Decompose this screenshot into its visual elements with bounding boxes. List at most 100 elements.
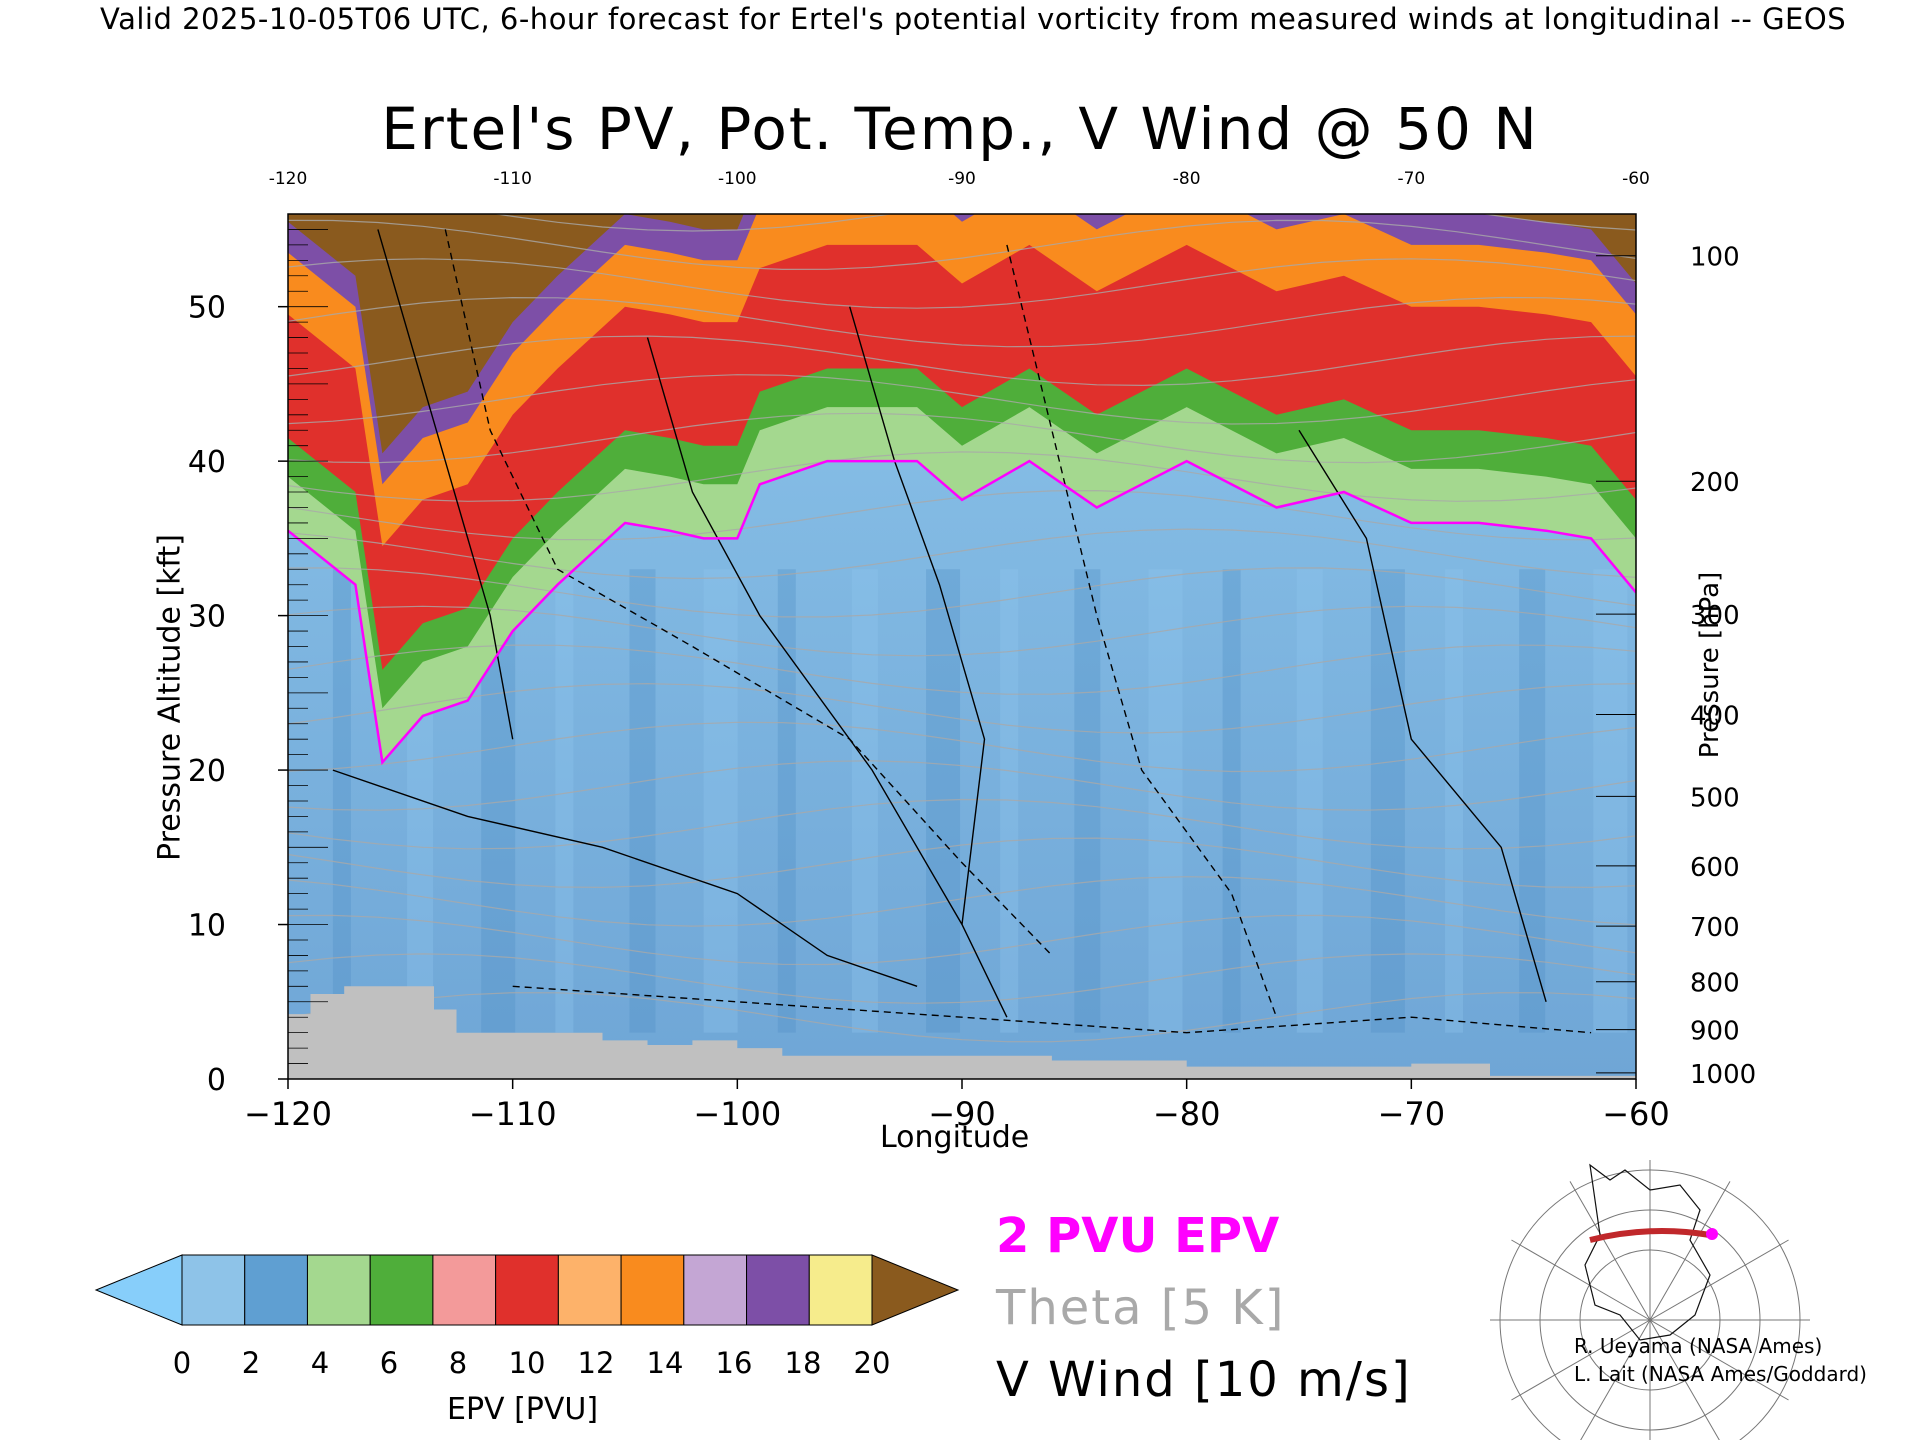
- pressure-tick-label: 500: [1690, 783, 1740, 813]
- pressure-tick-label: 300: [1690, 601, 1740, 631]
- pv-streak: [1593, 569, 1628, 1033]
- pv-streak: [851, 569, 878, 1033]
- colorbar-segment: [683, 1254, 748, 1326]
- x-tick-label: −100: [693, 1095, 781, 1133]
- location-map: [1490, 1160, 1810, 1440]
- map-meridian: [1649, 1319, 1789, 1401]
- pv-streak: [1074, 569, 1101, 1033]
- theta-contour: [492, 214, 1636, 232]
- wind-contour: [377, 229, 514, 740]
- y-tick-label: 10: [188, 909, 226, 944]
- theta-contour: [288, 876, 1636, 927]
- x-top-tick-label: -120: [269, 169, 308, 189]
- colorbar-tick-label: 16: [716, 1346, 753, 1380]
- theta-contour: [288, 296, 1636, 348]
- theta-contour: [288, 682, 1636, 734]
- colorbar-tick-label: 14: [647, 1346, 684, 1380]
- tropopause-2pvu-line: [288, 459, 1636, 766]
- colorbar-label: EPV [PVU]: [447, 1392, 599, 1427]
- pv-streak: [629, 569, 656, 1033]
- colorbar-segment: [244, 1254, 308, 1326]
- colorbar-tick-label: 20: [854, 1346, 891, 1380]
- pressure-tick-label: 700: [1690, 913, 1740, 943]
- chart-title: Ertel's PV, Pot. Temp., V Wind @ 50 N: [381, 95, 1539, 163]
- colorbar-segment: [495, 1254, 559, 1326]
- y-tick-label: 40: [188, 445, 226, 480]
- colorbar-segment: [557, 1254, 622, 1326]
- pv-streak: [777, 569, 796, 1033]
- colorbar-tick-label: 0: [173, 1346, 191, 1380]
- credit-line-1: R. Ueyama (NASA Ames): [1574, 1334, 1823, 1358]
- x-top-tick-label: -60: [1622, 169, 1650, 189]
- theta-contour: [288, 374, 1636, 425]
- pressure-tick-label: 800: [1690, 969, 1740, 999]
- theta-contour: [288, 335, 1636, 387]
- legend-wind: V Wind [10 m/s]: [996, 1352, 1412, 1408]
- colorbar-segment: [808, 1254, 873, 1326]
- epv-band: [288, 214, 1636, 454]
- map-meridian: [1580, 1319, 1651, 1440]
- wind-contour: [646, 337, 1008, 1018]
- x-top-tick-label: -100: [718, 169, 757, 189]
- theta-contour: [288, 258, 1636, 309]
- theta-contour: [288, 528, 1636, 580]
- pv-streak: [1296, 569, 1323, 1033]
- theta-contour: [288, 451, 1636, 502]
- theta-contour: [288, 567, 1636, 618]
- theta-contour: [288, 914, 1636, 966]
- x-top-tick-label: -110: [493, 169, 532, 189]
- legend-theta: Theta [5 K]: [996, 1280, 1286, 1336]
- y-tick-label: 20: [188, 754, 226, 789]
- colorbar-tick-label: 2: [242, 1346, 260, 1380]
- wind-contour: [444, 229, 1053, 956]
- colorbar-segment: [432, 1254, 497, 1326]
- pressure-tick-label: 400: [1690, 701, 1740, 731]
- theta-contour: [288, 605, 1636, 657]
- x-tick-label: −60: [1602, 1095, 1670, 1133]
- map-meridian: [1649, 1319, 1720, 1440]
- credit-line-2: L. Lait (NASA Ames/Goddard): [1574, 1362, 1867, 1386]
- pv-streak: [703, 569, 738, 1033]
- theta-contour: [288, 489, 1636, 541]
- wind-contour: [1298, 429, 1547, 1002]
- theta-contour: [288, 992, 1636, 1043]
- pressure-tick-label: 100: [1690, 243, 1740, 273]
- theta-contour: [288, 644, 1636, 695]
- colorbar-segment: [746, 1254, 810, 1326]
- colorbar-tick-label: 4: [311, 1346, 329, 1380]
- map-section-end: [1706, 1228, 1718, 1240]
- colorbar-segment: [620, 1254, 685, 1326]
- colorbar-under-arrow: [94, 1254, 183, 1326]
- map-meridian: [1649, 1181, 1731, 1321]
- x-tick-label: −90: [928, 1095, 996, 1133]
- theta-contour: [288, 953, 1636, 1004]
- pressure-tick-label: 600: [1690, 853, 1740, 883]
- theta-contour: [288, 798, 1636, 850]
- pv-streak: [1370, 569, 1405, 1033]
- colorbar-tick-label: 18: [785, 1346, 822, 1380]
- colorbar-tick-label: 6: [380, 1346, 398, 1380]
- pv-streak: [1222, 569, 1241, 1033]
- theta-contour: [288, 721, 1636, 773]
- theta-contour: [288, 219, 1636, 271]
- pressure-tick-label: 200: [1690, 468, 1740, 498]
- wind-contour: [1006, 244, 1278, 1018]
- epv-band: [288, 214, 1636, 670]
- y2-axis-label: Pressure [hPa]: [1695, 571, 1725, 759]
- pv-streak: [1148, 569, 1183, 1033]
- pv-streak: [332, 569, 351, 1033]
- y-tick-label: 0: [207, 1063, 226, 1098]
- map-section-line: [1589, 1228, 1711, 1243]
- wind-contour: [512, 985, 1592, 1034]
- y-axis-label: Pressure Altitude [kft]: [152, 534, 188, 861]
- x-axis-label: Longitude: [880, 1120, 1030, 1155]
- header-valid-line: Valid 2025-10-05T06 UTC, 6-hour forecast…: [100, 2, 1847, 36]
- x-tick-label: −80: [1153, 1095, 1221, 1133]
- colorbar-segment: [306, 1254, 371, 1326]
- pv-streak: [1445, 569, 1464, 1033]
- pv-streak: [1519, 569, 1546, 1033]
- map-meridian: [1511, 1319, 1651, 1401]
- theta-contour: [288, 412, 1636, 464]
- wind-contour: [332, 769, 918, 987]
- map-meridian: [1649, 1239, 1789, 1321]
